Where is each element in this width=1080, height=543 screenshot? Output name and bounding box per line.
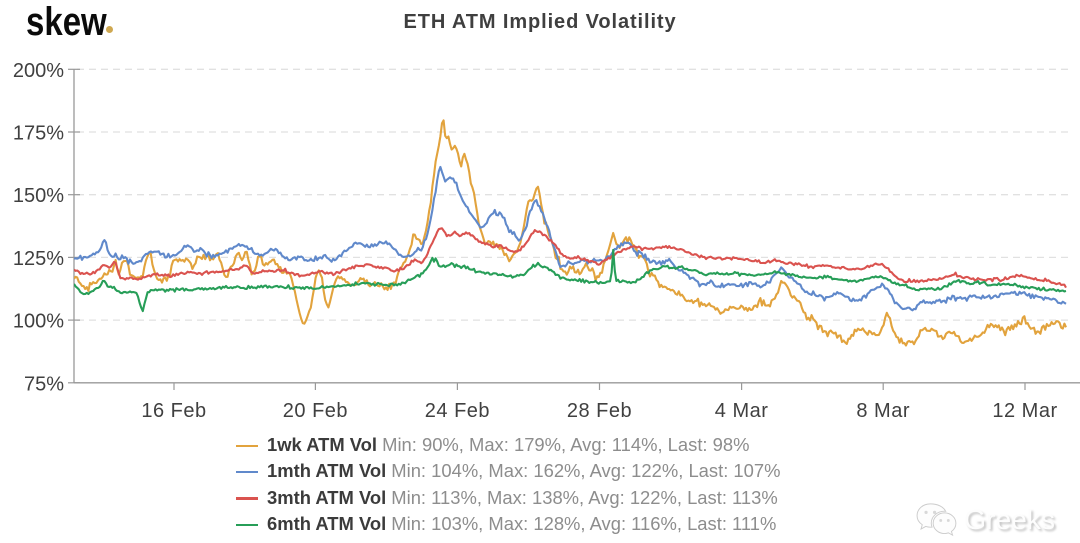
svg-text:125%: 125% — [13, 248, 64, 270]
svg-text:20 Feb: 20 Feb — [283, 400, 348, 422]
svg-text:28 Feb: 28 Feb — [567, 400, 632, 422]
svg-text:24 Feb: 24 Feb — [425, 400, 490, 422]
svg-text:4 Mar: 4 Mar — [715, 400, 769, 422]
svg-text:175%: 175% — [13, 123, 64, 145]
svg-text:200%: 200% — [13, 60, 64, 82]
svg-text:100%: 100% — [13, 311, 64, 333]
svg-text:75%: 75% — [24, 373, 64, 395]
svg-text:12 Mar: 12 Mar — [992, 400, 1057, 422]
svg-text:8 Mar: 8 Mar — [856, 400, 910, 422]
svg-text:150%: 150% — [13, 185, 64, 207]
svg-text:16 Feb: 16 Feb — [141, 400, 206, 422]
